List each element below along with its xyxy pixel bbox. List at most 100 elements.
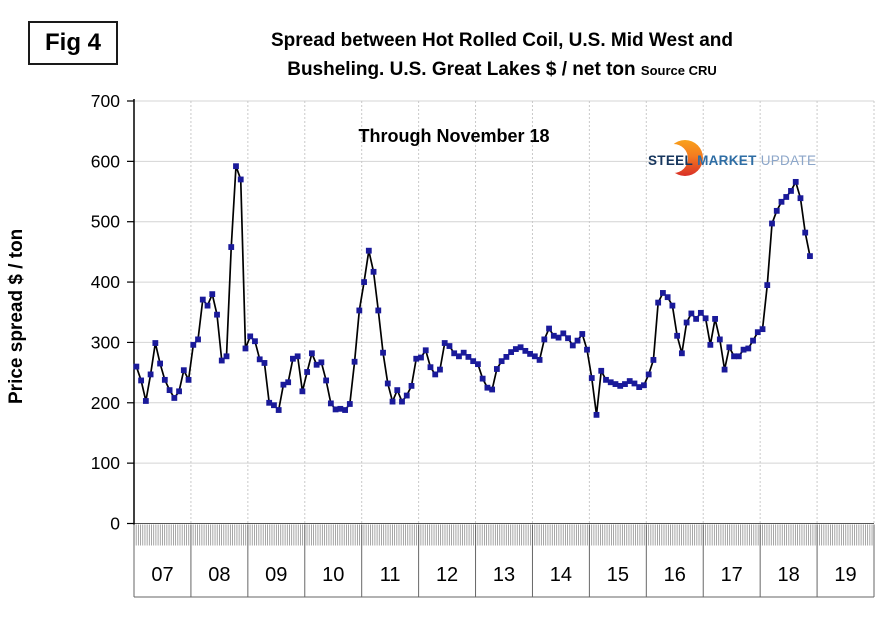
year-label: 14: [550, 564, 572, 586]
data-point: [641, 382, 647, 389]
data-point: [389, 398, 396, 405]
data-point: [142, 398, 149, 404]
logo-word-market: MARKET: [697, 153, 757, 168]
data-point: [778, 198, 785, 205]
data-point: [527, 351, 533, 357]
data-point: [318, 359, 325, 366]
y-tick-label: 0: [110, 514, 120, 534]
data-point: [394, 387, 401, 394]
data-point: [712, 315, 718, 322]
data-point: [323, 377, 330, 384]
data-point: [731, 353, 737, 360]
data-point: [399, 398, 405, 405]
data-point: [783, 194, 790, 200]
data-point: [636, 384, 643, 390]
data-point: [214, 311, 220, 318]
data-point: [223, 353, 230, 360]
data-point: [351, 358, 358, 365]
data-point: [759, 326, 766, 333]
data-point: [271, 402, 277, 409]
data-point: [176, 388, 182, 395]
data-point: [707, 341, 714, 348]
data-point: [802, 229, 809, 236]
data-point: [133, 363, 140, 370]
data-point: [788, 188, 794, 194]
data-point: [375, 307, 382, 314]
year-label: 12: [436, 564, 458, 586]
data-point: [693, 315, 700, 322]
data-point: [631, 380, 638, 387]
data-point: [256, 356, 263, 363]
y-tick-label: 100: [91, 453, 120, 473]
year-label: 16: [664, 564, 686, 586]
data-point: [769, 220, 775, 227]
data-point: [204, 302, 211, 309]
data-point: [475, 361, 481, 368]
data-point: [437, 366, 443, 373]
data-point: [617, 382, 624, 389]
year-label: 08: [208, 564, 230, 586]
source-label: Source CRU: [640, 63, 717, 78]
data-point: [237, 176, 244, 183]
y-tick-label: 400: [91, 272, 120, 292]
data-point: [721, 366, 728, 373]
data-point: [498, 358, 505, 365]
data-point: [702, 315, 709, 322]
data-point: [290, 355, 296, 362]
data-point: [489, 386, 496, 393]
data-point: [427, 364, 434, 371]
data-point: [697, 309, 704, 316]
data-point: [503, 354, 510, 360]
data-point: [313, 361, 320, 368]
data-point: [152, 340, 159, 346]
data-point: [683, 319, 690, 326]
data-point: [242, 345, 249, 352]
data-point: [579, 331, 586, 337]
data-point: [565, 335, 571, 342]
data-point: [465, 354, 472, 360]
data-point: [645, 371, 652, 378]
data-point: [252, 338, 258, 345]
data-point: [664, 294, 671, 301]
data-point: [555, 334, 562, 341]
data-point: [408, 382, 415, 389]
data-point: [531, 353, 538, 360]
data-point: [356, 307, 363, 314]
data-point: [740, 346, 747, 353]
year-label: 17: [721, 564, 743, 586]
year-label: 07: [151, 564, 173, 586]
data-point: [612, 381, 619, 387]
data-point: [233, 163, 239, 170]
data-point: [655, 299, 662, 306]
data-point: [285, 379, 292, 386]
year-label: 09: [265, 564, 287, 586]
data-point: [650, 357, 657, 363]
data-point: [308, 350, 315, 357]
data-point: [180, 367, 187, 374]
data-point: [460, 349, 467, 356]
data-point: [195, 336, 201, 343]
data-point: [660, 290, 666, 296]
data-point: [546, 325, 552, 332]
data-point: [332, 406, 339, 413]
data-point: [735, 353, 742, 360]
data-point: [361, 279, 367, 285]
data-point: [764, 282, 771, 288]
data-point: [493, 366, 500, 372]
steel-market-update-logo: STEEL MARKET UPDATE: [645, 140, 816, 180]
data-point: [569, 342, 576, 349]
year-label: 13: [493, 564, 515, 586]
data-point: [588, 375, 595, 381]
chart-title-line2: Busheling. U.S. Great Lakes $ / net ton …: [287, 59, 717, 80]
chart-title: Spread between Hot Rolled Coil, U.S. Mid…: [120, 26, 884, 85]
data-point: [161, 376, 168, 383]
data-point: [441, 340, 448, 346]
data-point: [508, 349, 515, 355]
y-tick-label: 600: [91, 151, 120, 171]
year-label: 18: [777, 564, 799, 586]
crescent-icon: [659, 140, 703, 176]
data-point: [678, 350, 685, 357]
data-point: [218, 357, 225, 364]
data-point: [247, 333, 254, 340]
